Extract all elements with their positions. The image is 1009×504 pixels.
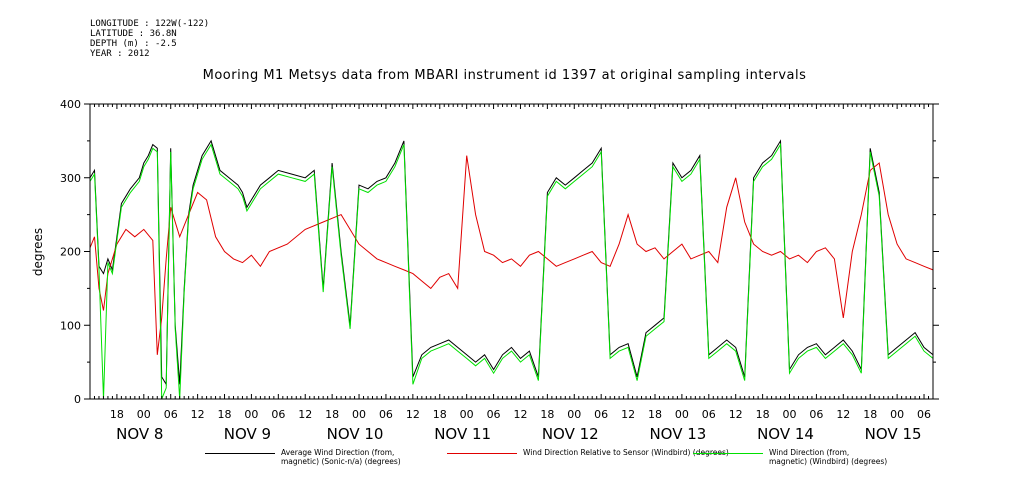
x-hour-label: 18 xyxy=(325,408,339,421)
series-layer xyxy=(89,139,934,400)
chart-title: Mooring M1 Metsys data from MBARI instru… xyxy=(202,68,807,83)
x-hour-label: 18 xyxy=(863,408,877,421)
x-hour-label: 12 xyxy=(191,408,205,421)
x-hour-label: 00 xyxy=(567,408,581,421)
legend-label-black: Average Wind Direction (from, magnetic) … xyxy=(281,448,401,466)
x-hour-label: 06 xyxy=(702,408,716,421)
x-hour-label: 12 xyxy=(729,408,743,421)
x-day-label: NOV 13 xyxy=(649,425,706,443)
longitude-label: LONGITUDE : 122W(-122) xyxy=(90,19,210,29)
x-day-label: NOV 9 xyxy=(224,425,271,443)
latitude-label: LATITUDE : 36.8N xyxy=(90,29,177,39)
y-tick-label: 200 xyxy=(60,246,81,259)
y-tick-label: 100 xyxy=(60,319,81,332)
x-hour-label: 12 xyxy=(836,408,850,421)
y-axis-title: degrees xyxy=(31,228,45,276)
plot-frame xyxy=(89,103,934,400)
depth-label: DEPTH (m) : -2.5 xyxy=(90,39,177,49)
x-hour-label: 12 xyxy=(406,408,420,421)
x-hour-label: 06 xyxy=(487,408,501,421)
legend-label-green: Wind Direction (from, magnetic) (Windbir… xyxy=(769,448,888,466)
x-hour-label: 12 xyxy=(513,408,527,421)
x-hour-label: 06 xyxy=(379,408,393,421)
year-label: YEAR : 2012 xyxy=(90,49,150,59)
y-tick-label: 400 xyxy=(60,98,81,111)
y-tick-label: 300 xyxy=(60,172,81,185)
x-hour-label: 18 xyxy=(433,408,447,421)
x-day-label: NOV 14 xyxy=(757,425,814,443)
x-day-label: NOV 10 xyxy=(327,425,384,443)
x-day-label: NOV 15 xyxy=(865,425,922,443)
x-hour-label: 06 xyxy=(271,408,285,421)
series-line-avg-wind-direction xyxy=(89,139,934,387)
x-hour-label: 00 xyxy=(244,408,258,421)
x-hour-label: 18 xyxy=(540,408,554,421)
legend-swatch-black xyxy=(205,453,275,454)
legend-swatch-green xyxy=(693,453,763,454)
y-tick-label: 0 xyxy=(74,393,81,406)
x-hour-label: 12 xyxy=(298,408,312,421)
x-day-label: NOV 12 xyxy=(542,425,599,443)
series-line-relative-wind-direction xyxy=(89,155,934,355)
axis-layer: 0 100 200 300 400 18 00 06 12 18 00 06 12 18 00 06 12 18 0… xyxy=(60,98,939,443)
x-hour-label: 06 xyxy=(917,408,931,421)
x-hour-label: 00 xyxy=(460,408,474,421)
x-hour-label: 18 xyxy=(756,408,770,421)
x-hour-label: 12 xyxy=(621,408,635,421)
x-day-label: NOV 11 xyxy=(434,425,491,443)
location-metadata: LONGITUDE : 122W(-122) LATITUDE : 36.8N … xyxy=(90,19,209,59)
x-hour-label: 06 xyxy=(594,408,608,421)
x-hour-label: 00 xyxy=(890,408,904,421)
x-hour-label: 00 xyxy=(352,408,366,421)
series-line-windbird-direction xyxy=(89,142,934,400)
x-hour-label: 18 xyxy=(648,408,662,421)
x-hour-label: 18 xyxy=(218,408,232,421)
x-hour-label: 06 xyxy=(164,408,178,421)
legend-swatch-red xyxy=(447,453,517,454)
x-hour-label: 00 xyxy=(675,408,689,421)
x-day-label: NOV 8 xyxy=(116,425,163,443)
x-hour-label: 00 xyxy=(783,408,797,421)
x-hour-label: 00 xyxy=(137,408,151,421)
legend-label-red: Wind Direction Relative to Sensor (Windb… xyxy=(523,448,729,457)
x-hour-label: 06 xyxy=(809,408,823,421)
x-hour-label: 18 xyxy=(110,408,124,421)
